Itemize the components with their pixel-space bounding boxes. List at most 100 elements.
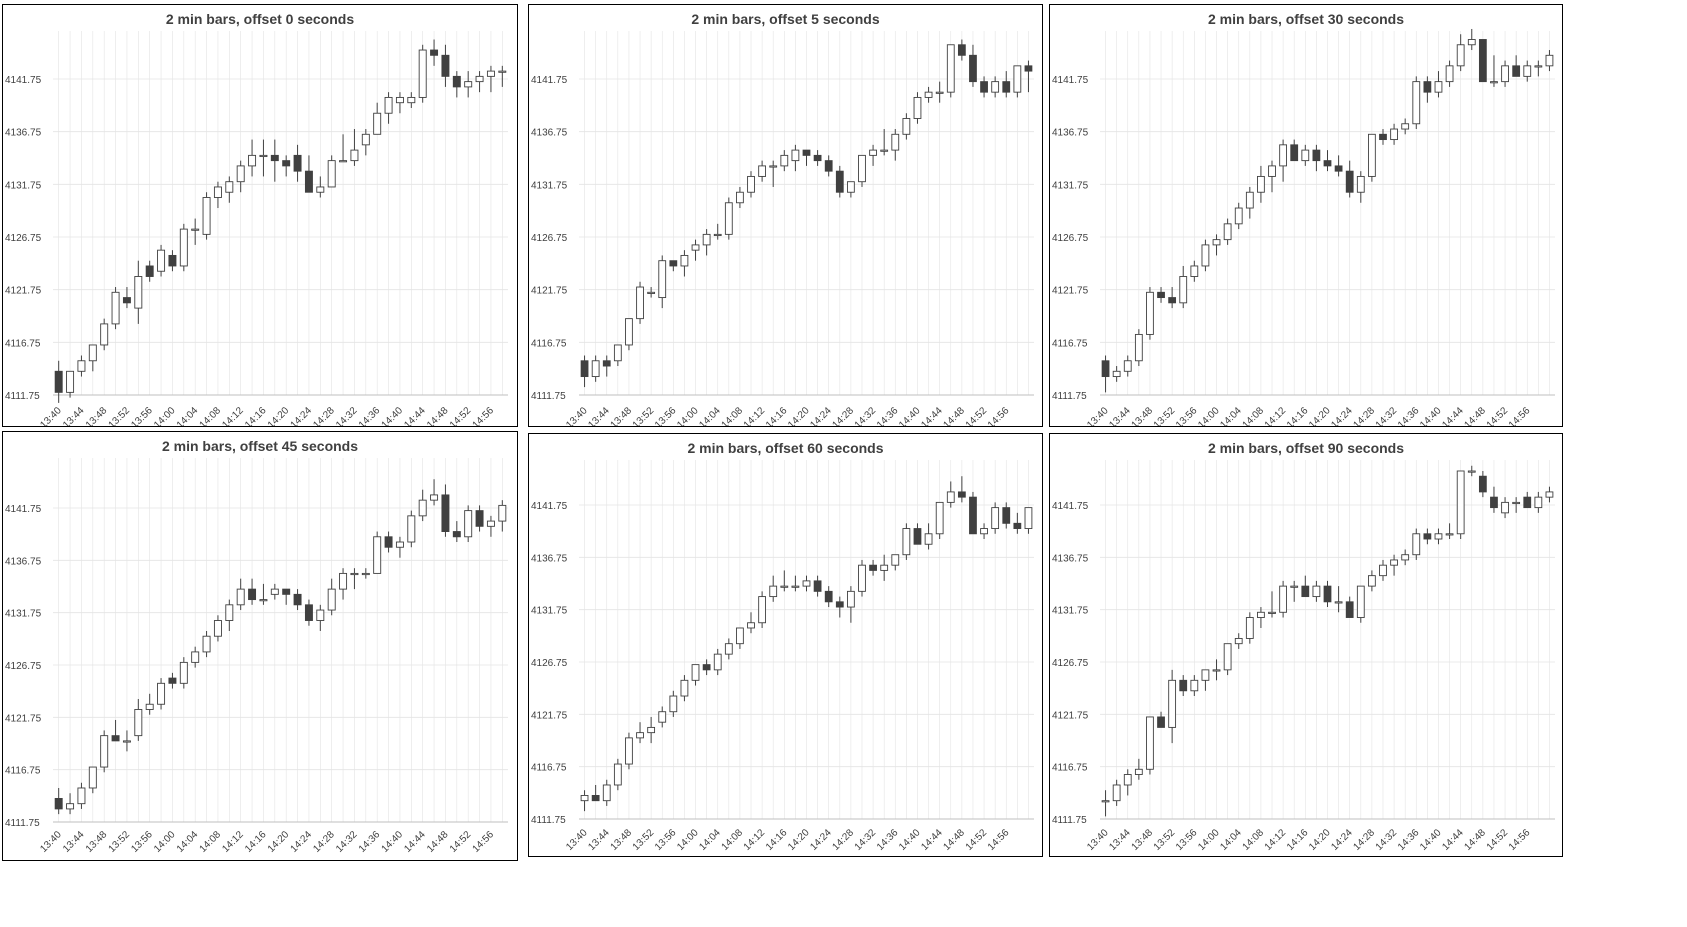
candle-body-down [835,601,844,608]
chart-panel-offset-30: 2 min bars, offset 30 seconds 4111.75 411… [1049,4,1563,427]
y-tick-label: 4136.75 [531,553,568,564]
candle-body-up [77,360,86,372]
candle-body-up [613,763,622,786]
candle-body-down [1523,496,1532,509]
x-tick-label: 13:52 [631,827,657,853]
candle-body-down [813,154,822,162]
candle-body-down [441,54,450,77]
candle-body-up [1212,669,1221,672]
candle-body-up [1467,39,1476,46]
x-tick-label: 14:32 [853,827,879,853]
y-tick-label: 4111.75 [5,818,40,829]
candle-body-up [1312,585,1321,598]
candle-body-down [475,510,484,527]
x-tick-label: 14:24 [1329,827,1355,853]
candle-body-up [1123,774,1132,786]
candle-body-up [1013,65,1022,93]
candle-body-up [1534,65,1543,68]
candle-body-up [1401,123,1410,130]
y-tick-label: 4131.75 [1052,606,1089,617]
candle-body-up [1234,637,1243,645]
x-tick-label: 13:48 [609,827,635,853]
y-tick-label: 4126.75 [531,233,568,244]
candle-body-down [913,528,922,545]
y-tick-label: 4116.75 [5,766,41,777]
x-tick-label: 14:28 [1352,827,1378,853]
candle-body-up [736,627,744,645]
candle-body-up [418,49,427,98]
candle-body-up [498,70,507,73]
candle-body-up [1545,54,1554,67]
candle-body-up [486,520,495,527]
candle-body-down [430,49,439,56]
candle-body-up [891,133,900,151]
candle-body-down [813,580,822,592]
candle-body-up [225,181,234,193]
candle-body-up [769,585,778,598]
x-tick-label: 13:40 [38,829,64,855]
candle-body-up [1212,239,1221,246]
candle-body-up [407,96,416,104]
x-tick-label: 14:32 [1374,827,1400,853]
candle-body-up [179,228,188,267]
candle-body-up [100,735,109,768]
candle-body-up [802,580,811,587]
candle-body-up [100,323,109,346]
candle-body-up [713,653,722,671]
candle-body-up [935,91,944,94]
candle-body-up [1512,501,1521,505]
candle-body-up [691,664,700,681]
candle-body-up [658,711,667,723]
candle-body-down [1101,360,1110,378]
chart-title: 2 min bars, offset 45 seconds [161,438,359,454]
x-tick-label: 14:20 [1307,827,1333,853]
candle-body-up [213,620,222,637]
candle-body-up [1268,611,1276,614]
candle-body-down [1379,133,1387,141]
x-tick-label: 14:56 [1507,405,1533,426]
y-tick-label: 4116.75 [531,338,567,349]
candle-body-up [464,81,473,88]
candle-body-up [647,726,656,734]
candle-body-down [824,160,833,172]
x-tick-label: 14:12 [1263,827,1289,853]
candle-body-up [1146,291,1154,335]
candle-body-up [327,160,336,188]
candle-body-up [758,596,766,624]
x-tick-label: 14:48 [1463,827,1489,853]
x-tick-label: 14:32 [334,829,360,855]
candle-body-down [441,494,450,533]
candle-body-up [946,44,955,93]
candle-body-up [88,344,97,362]
candle-body-up [1379,564,1387,577]
candle-body-down [111,735,120,742]
candle-body-down [145,265,154,277]
candle-body-up [1456,470,1465,535]
candle-body-up [791,585,800,588]
candle-body-up [1401,554,1410,561]
candle-body-up [1223,223,1232,241]
candle-body-up [179,661,188,684]
candle-body-up [384,96,393,114]
x-tick-label: 14:52 [964,827,990,853]
candle-body-down [293,154,302,172]
candle-body-down [980,81,988,93]
candle-body-up [259,154,268,158]
candle-body-up [236,588,245,606]
candle-body-down [869,564,877,571]
x-tick-label: 13:52 [1152,827,1178,853]
candlestick-plot: 4111.75 4116.75 4121.75 4126.75 4131.75 4136.… [1052,460,1555,853]
chart-panel-offset-45: 2 min bars, offset 45 seconds 4111.75 411… [2,431,518,861]
x-tick-label: 13:48 [84,829,110,855]
candle-body-down [384,536,393,548]
x-tick-label: 13:40 [564,827,590,853]
x-tick-label: 14:28 [311,829,337,855]
y-tick-label: 4121.75 [5,713,42,724]
x-tick-label: 14:52 [448,829,474,855]
y-tick-label: 4126.75 [5,233,42,244]
candle-body-up [361,572,370,576]
x-tick-label: 14:44 [1440,827,1466,853]
candle-body-up [1257,175,1265,193]
candle-body-down [1334,165,1343,172]
candle-body-up [891,554,900,566]
